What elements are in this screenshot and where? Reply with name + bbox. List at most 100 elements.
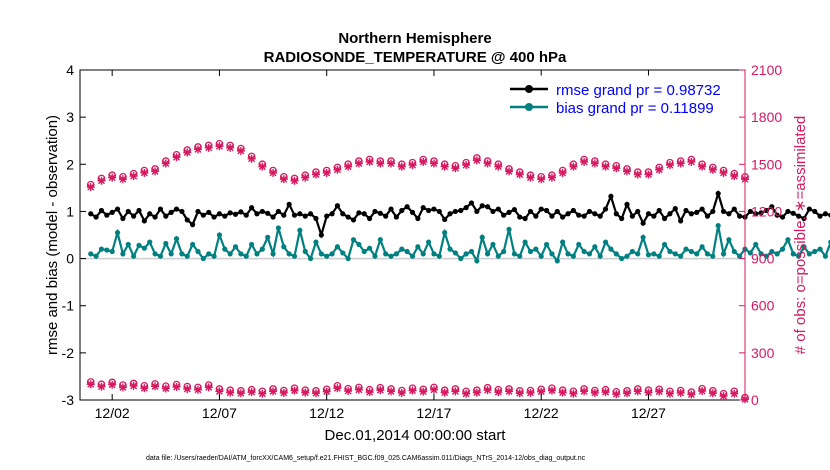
bias-point (629, 248, 635, 255)
chart-title-line2: RADIOSONDE_TEMPERATURE @ 400 hPa (264, 49, 567, 66)
x-tick-label: 12/12 (309, 405, 344, 421)
rmse-point (190, 222, 196, 228)
obs_possible-assimilated-point (526, 173, 535, 182)
rmse-point (543, 207, 550, 214)
rmse-point (179, 208, 185, 215)
obs_possible-assimilated-point (151, 167, 160, 176)
rmse-point (586, 208, 593, 215)
obs_possible-assimilated-point (397, 162, 406, 171)
obs_low-assimilated-point (279, 388, 288, 397)
obs_low-assimilated-point (354, 385, 363, 394)
bias-point (356, 241, 362, 248)
rmse-point (152, 214, 158, 220)
bias-point (452, 250, 459, 256)
obs_low-assimilated-point (451, 387, 460, 396)
bias-point (796, 253, 802, 259)
obs_low-assimilated-point (408, 386, 417, 395)
obs_possible-assimilated-point (301, 173, 310, 182)
rmse-point (195, 208, 201, 215)
bias-point (163, 240, 169, 247)
bias-point (651, 251, 657, 257)
rmse-point (635, 208, 641, 215)
bias-point (168, 251, 174, 257)
rmse-point (350, 217, 357, 223)
bias-point (409, 253, 416, 259)
bias-point (404, 248, 410, 255)
obs_low-assimilated-point (698, 387, 707, 396)
bias-point (586, 251, 593, 257)
rmse-point (533, 213, 539, 219)
bias-point (270, 251, 276, 257)
bias-point (366, 245, 373, 251)
bias-point (549, 251, 555, 257)
rmse-point (232, 211, 239, 217)
obs_low-assimilated-point (86, 380, 95, 389)
obs_possible-assimilated-point (676, 159, 685, 168)
obs_low-assimilated-point (204, 383, 213, 392)
bias-point (173, 236, 180, 242)
rmse-point (801, 215, 807, 222)
bias-point (753, 241, 759, 248)
rmse-point (297, 211, 303, 217)
rmse-point (222, 213, 228, 219)
rmse-point (704, 213, 711, 219)
rmse-point (720, 208, 727, 215)
bias-point (286, 251, 292, 257)
bias-point (324, 253, 330, 259)
rmse-point (329, 211, 335, 217)
obs_possible-assimilated-point (451, 164, 460, 173)
bias-point (318, 251, 324, 257)
obs_low-assimilated-point (676, 388, 685, 397)
bias-point (613, 251, 619, 257)
rmse-point (715, 190, 721, 197)
obs_possible-assimilated-point (344, 162, 353, 171)
rmse-point (270, 214, 276, 220)
obs_low-assimilated-point (247, 388, 256, 397)
bias-point (232, 244, 239, 250)
rmse-point (468, 200, 475, 206)
rmse-point (399, 207, 405, 214)
bias-point (581, 248, 587, 255)
obs_low-assimilated-point (580, 387, 589, 396)
rmse-point (356, 210, 362, 216)
bias-point (297, 227, 303, 233)
bias-point (308, 255, 314, 262)
obs_possible-assimilated-point (483, 159, 492, 168)
bias-point (511, 251, 517, 257)
obs_possible-assimilated-point (183, 148, 192, 157)
obs_low-assimilated-point (108, 380, 117, 389)
rmse-point (114, 206, 121, 212)
bias-point (501, 248, 507, 255)
bias-point (597, 253, 603, 259)
bias-point (125, 241, 131, 248)
obs_possible-assimilated-point (569, 162, 578, 171)
obs_possible-assimilated-point (558, 168, 567, 177)
obs_low-assimilated-point (365, 388, 374, 397)
bias-point (313, 239, 319, 245)
rmse-point (131, 213, 137, 219)
rmse-point (345, 214, 351, 220)
rmse-point (619, 215, 625, 222)
bias-point (543, 241, 550, 248)
y-left-tick-label: -2 (62, 345, 75, 361)
rmse-point (549, 213, 555, 219)
bias-point (195, 248, 201, 255)
bias-point (731, 248, 737, 255)
bias-point (672, 251, 678, 257)
obs_low-assimilated-point (569, 389, 578, 398)
bias-point (715, 222, 721, 229)
rmse-point (324, 213, 330, 219)
bias-point (420, 251, 426, 257)
bias-point (350, 237, 357, 243)
bias-point (458, 255, 464, 262)
rmse-point (393, 214, 400, 220)
rmse-point (629, 213, 635, 219)
rmse-point (501, 212, 507, 218)
bias-point (281, 244, 287, 250)
y-left-tick-label: 4 (66, 62, 74, 78)
rmse-point (163, 213, 169, 219)
bias-point (608, 246, 614, 252)
obs_low-assimilated-point (97, 382, 106, 391)
